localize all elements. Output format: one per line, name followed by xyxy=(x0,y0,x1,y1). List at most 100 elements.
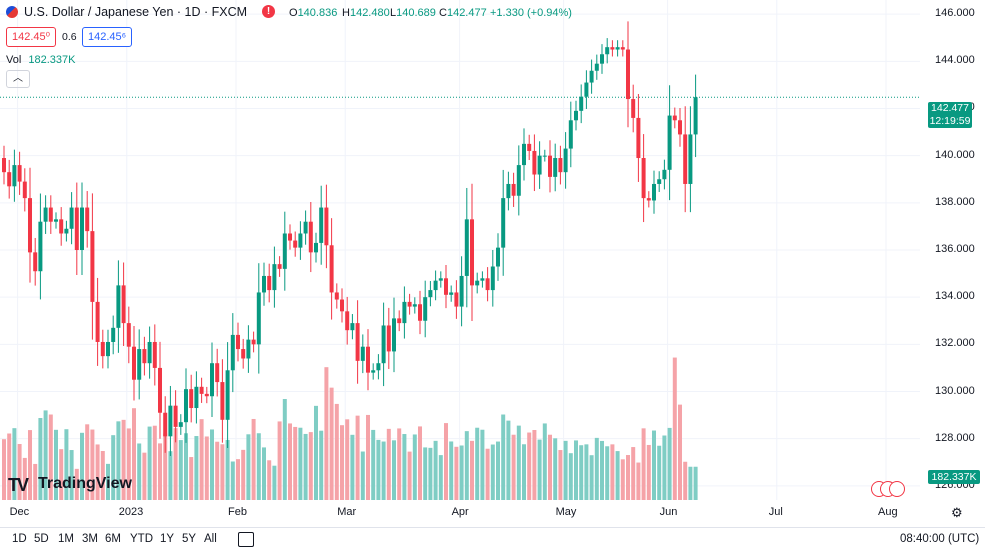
ohlc-close: C142.477 xyxy=(439,7,487,19)
candle-body xyxy=(272,264,277,291)
volume-bar xyxy=(59,449,64,500)
candle xyxy=(100,329,105,369)
volume-bar xyxy=(542,423,547,500)
candle xyxy=(558,145,563,185)
volume-bar xyxy=(215,441,220,500)
candle xyxy=(12,149,17,202)
volume-bar xyxy=(594,437,599,500)
candle xyxy=(225,342,230,448)
candle-body xyxy=(303,221,308,234)
candle xyxy=(256,263,261,374)
candle xyxy=(397,310,402,332)
candle xyxy=(553,143,558,192)
volume-legend: Vol 182.337K xyxy=(6,54,76,66)
volume-bar xyxy=(251,418,256,500)
event-flag-icon[interactable] xyxy=(889,481,905,497)
alert-icon[interactable]: ! xyxy=(262,5,275,18)
sell-button[interactable]: 142.45⁰ xyxy=(6,27,57,47)
candle xyxy=(542,149,547,162)
range-all[interactable]: All xyxy=(204,533,217,545)
last-price-tag: 142.477 12:19:59 xyxy=(928,102,972,128)
range-ytd[interactable]: YTD xyxy=(130,533,153,545)
volume-bar xyxy=(194,436,199,500)
range-3m[interactable]: 3M xyxy=(82,533,98,545)
range-5d[interactable]: 5D xyxy=(34,533,49,545)
last-price-value: 142.477 xyxy=(931,102,969,114)
candle-body xyxy=(106,341,110,357)
candle xyxy=(589,59,594,94)
range-1m[interactable]: 1M xyxy=(58,533,74,545)
candle xyxy=(85,191,90,248)
y-tick-label: 136.000 xyxy=(935,243,975,255)
candle xyxy=(506,171,511,211)
candle xyxy=(340,288,344,323)
candle xyxy=(496,233,500,281)
gear-icon[interactable]: ⚙ xyxy=(951,505,963,520)
candle xyxy=(584,70,589,109)
collapse-legend-button[interactable]: ︿ xyxy=(6,70,30,88)
range-1y[interactable]: 1Y xyxy=(160,533,175,545)
candle xyxy=(412,297,417,314)
candle xyxy=(459,256,464,327)
candle-body xyxy=(298,233,303,248)
time-zone-clock[interactable]: 08:40:00 (UTC) xyxy=(900,533,980,545)
volume-bar xyxy=(501,414,506,500)
candle xyxy=(615,40,620,57)
volume-bar xyxy=(652,430,656,500)
volume-bar xyxy=(511,434,516,500)
candle-body xyxy=(615,47,620,50)
calendar-icon[interactable] xyxy=(238,532,254,547)
candle xyxy=(282,211,287,291)
symbol-title[interactable]: U.S. Dollar / Japanese Yen · 1D · FXCM xyxy=(24,5,248,19)
candle xyxy=(667,85,672,201)
candle-body xyxy=(7,172,12,187)
candle xyxy=(626,21,630,128)
volume-bar xyxy=(480,429,485,500)
candle xyxy=(277,256,282,277)
volume-bar xyxy=(142,452,147,500)
volume-bar xyxy=(282,399,287,500)
candle-body xyxy=(428,290,433,298)
candle xyxy=(532,134,537,192)
candle xyxy=(74,182,79,275)
candle xyxy=(386,307,391,369)
candle xyxy=(329,218,334,320)
candle xyxy=(121,262,126,346)
candle xyxy=(163,396,168,453)
candle xyxy=(116,260,121,353)
candle-body xyxy=(568,120,573,149)
candle-body xyxy=(506,183,511,199)
volume-bar xyxy=(475,427,480,500)
volume-bar xyxy=(418,426,422,500)
candle xyxy=(189,374,194,423)
candle-body xyxy=(152,341,157,368)
volume-bar xyxy=(428,447,433,500)
candle xyxy=(672,107,677,129)
candle xyxy=(319,185,324,265)
range-6m[interactable]: 6M xyxy=(105,533,121,545)
volume-bar xyxy=(537,439,542,500)
candlestick-chart[interactable] xyxy=(0,0,985,527)
volume-bar xyxy=(392,440,396,500)
candle xyxy=(568,101,573,168)
range-1d[interactable]: 1D xyxy=(12,533,27,545)
volume-bar xyxy=(116,421,121,500)
volume-bar xyxy=(262,447,266,500)
range-5y[interactable]: 5Y xyxy=(182,533,197,545)
y-tick-label: 138.000 xyxy=(935,195,975,208)
candle-body xyxy=(246,339,251,359)
candle xyxy=(106,329,110,369)
volume-bar xyxy=(324,367,329,500)
buy-button[interactable]: 142.45⁶ xyxy=(82,27,133,47)
candle-body xyxy=(360,346,365,361)
candle-body xyxy=(683,134,688,184)
candle xyxy=(610,40,615,57)
candle-body xyxy=(142,349,147,364)
candle-body xyxy=(485,278,490,291)
candle-body xyxy=(444,278,448,295)
candle xyxy=(652,170,656,214)
candle xyxy=(126,306,131,364)
volume-bar xyxy=(147,426,152,500)
candle-body xyxy=(194,386,199,409)
candle xyxy=(132,325,136,401)
